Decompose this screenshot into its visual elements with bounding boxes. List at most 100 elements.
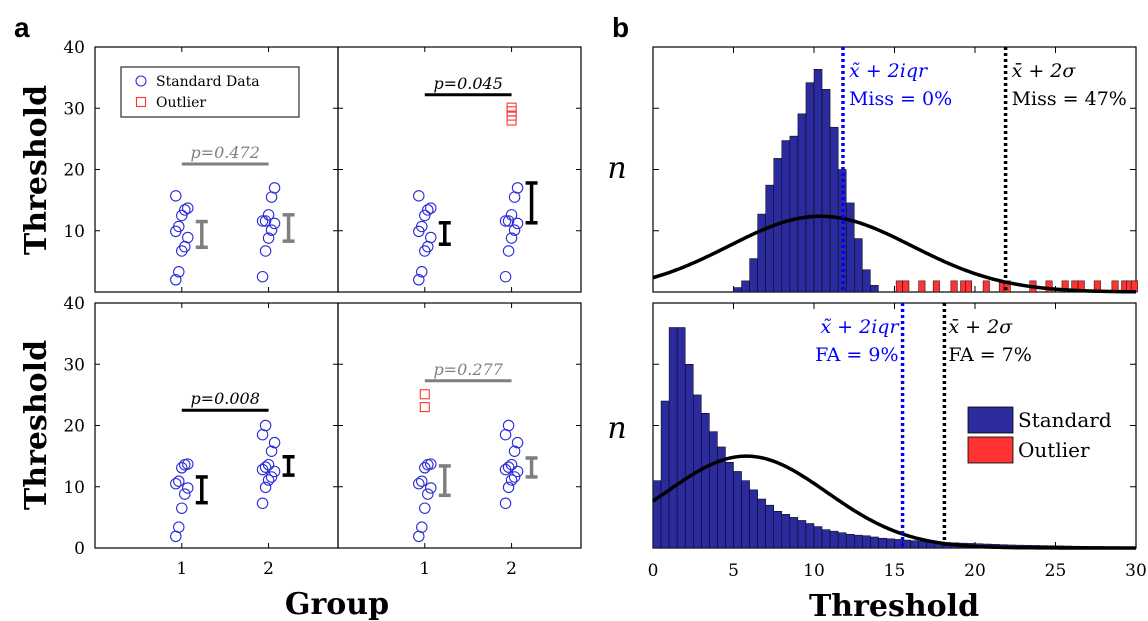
data-point-standard: [413, 190, 425, 202]
bar-standard: [805, 82, 815, 293]
bar-standard: [741, 480, 750, 549]
data-point-standard: [179, 204, 191, 216]
bar-standard: [789, 517, 799, 549]
ylabel-bottom-left: Threshold: [19, 340, 54, 510]
ytick-label: 20: [63, 161, 85, 181]
bar-standard: [870, 285, 879, 293]
bar-standard: [910, 540, 919, 549]
legend-panel-a: Standard Data Outlier: [120, 66, 300, 118]
significance-label: p=0.277: [433, 360, 503, 379]
bar-standard: [886, 538, 895, 549]
threshold-formula: x̄ + 2σ: [1012, 60, 1077, 82]
data-point-standard: [176, 462, 188, 474]
bar-outlier: [965, 280, 973, 293]
bar-standard: [845, 533, 855, 549]
bar-standard: [805, 523, 815, 549]
data-point-standard: [502, 245, 515, 257]
threshold-rate: Miss = 47%: [1012, 88, 1127, 110]
data-point-standard: [268, 217, 281, 230]
data-point-standard: [179, 488, 191, 500]
data-point-standard: [502, 419, 515, 432]
bar-standard: [854, 534, 863, 549]
data-point-standard: [182, 231, 194, 244]
subplot-frame-bottom-right: [337, 302, 582, 549]
bar-standard: [797, 520, 807, 549]
legend-swatch-standard: [967, 406, 1014, 434]
data-point-standard: [511, 436, 524, 449]
data-point-standard: [502, 461, 515, 473]
data-point-standard: [182, 202, 194, 214]
data-point-standard: [170, 273, 182, 286]
data-point-standard: [425, 458, 437, 470]
data-point-standard: [259, 461, 272, 473]
ytick-label: 40: [63, 294, 85, 314]
xlabel-threshold: Threshold: [809, 589, 979, 621]
xtick-label: 10: [803, 561, 825, 581]
ytick-label: 40: [63, 38, 85, 58]
bar-standard: [749, 489, 758, 549]
data-point-standard: [262, 474, 275, 486]
threshold-rate: Miss = 0%: [849, 88, 952, 110]
panel-label-b: b: [612, 12, 629, 43]
data-point-standard: [268, 436, 281, 449]
error-bar: [282, 454, 295, 477]
bar-standard: [870, 536, 879, 549]
bar-standard: [781, 514, 791, 549]
bar-standard: [837, 532, 847, 549]
data-point-standard: [256, 270, 269, 283]
bar-standard: [668, 327, 678, 549]
xtick-label: 0: [648, 561, 659, 581]
xtick-label: 20: [964, 561, 986, 581]
data-point-standard: [499, 497, 512, 510]
ylabel-b-top: n: [607, 151, 626, 186]
panel-a-plots: 10 20 30 40 p=0.472 p=0.045 0 10 20 30 40 1 2 p=0.008…: [63, 38, 582, 579]
normal-fit-curve: [652, 214, 1136, 294]
bar-standard: [878, 537, 887, 549]
xtick-label: 25: [1045, 561, 1067, 581]
bar-standard: [765, 504, 775, 549]
xtick-label: 1: [419, 559, 430, 579]
bar-outlier: [918, 280, 926, 293]
xtick-label: 15: [884, 561, 906, 581]
xtick-label: 2: [263, 559, 274, 579]
data-point-standard: [265, 445, 278, 457]
data-point-outlier: [419, 389, 430, 400]
data-point-standard: [419, 502, 431, 514]
subplot-frame-bottom-left: [94, 302, 339, 549]
error-bar: [195, 219, 208, 250]
data-point-outlier: [419, 402, 430, 413]
legend-label-outlier: Outlier: [156, 95, 206, 111]
xlabel-group: Group: [285, 587, 389, 621]
legend-label-outlier: Outlier: [1018, 438, 1090, 462]
threshold-formula: x̃ + 2iqr: [849, 60, 929, 82]
xtick-label: 2: [506, 559, 517, 579]
legend-marker-standard: [135, 75, 147, 87]
error-bar: [525, 181, 538, 225]
legend-panel-b: Standard Outlier: [967, 406, 1112, 464]
bar-standard: [660, 400, 670, 549]
bar-standard: [725, 462, 734, 549]
data-point-standard: [268, 182, 281, 194]
data-point-standard: [173, 475, 185, 487]
bar-standard: [757, 498, 766, 549]
legend-label-standard: Standard: [1018, 408, 1112, 432]
data-point-standard: [176, 502, 188, 514]
data-point-standard: [262, 458, 275, 471]
bar-standard: [918, 541, 927, 549]
bar-standard: [862, 535, 871, 549]
panel-b-histograms: x̃ + 2iqr Miss = 0% x̄ + 2σ Miss = 47% x̃ + …: [648, 46, 1147, 581]
data-point-standard: [425, 202, 437, 214]
bar-standard: [757, 213, 766, 293]
bar-outlier: [932, 280, 940, 293]
bar-standard: [829, 126, 839, 293]
bar-standard: [829, 530, 839, 549]
bar-standard: [741, 280, 750, 293]
data-point-standard: [259, 215, 272, 227]
data-point-standard: [173, 220, 185, 233]
data-point-standard: [182, 482, 194, 494]
bar-standard: [789, 135, 799, 293]
data-point-standard: [419, 209, 431, 222]
bar-outlier: [950, 280, 958, 293]
xtick-label: 5: [728, 561, 739, 581]
data-point-standard: [259, 245, 272, 257]
